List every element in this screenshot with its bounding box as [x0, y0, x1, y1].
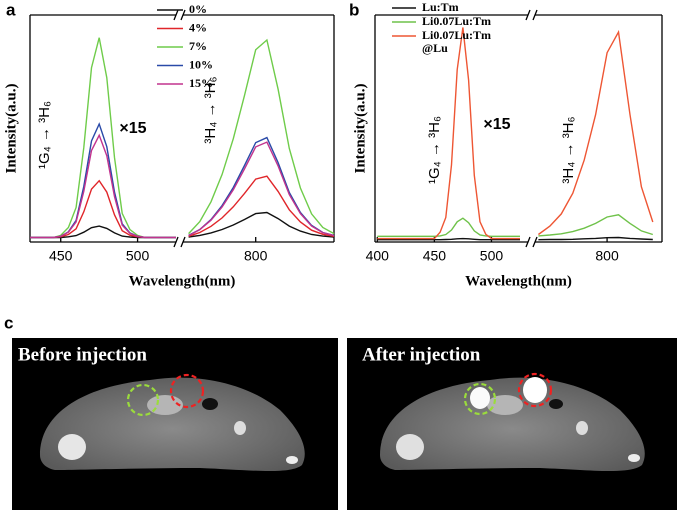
legend-label: Li0.07Lu:Tm — [422, 14, 491, 28]
x-tick-label: 450 — [49, 248, 73, 264]
series-line — [188, 175, 335, 237]
series-line — [537, 29, 654, 236]
series-line — [30, 133, 176, 239]
series-line — [188, 38, 335, 235]
legend-label: 7% — [189, 39, 207, 53]
x-axis-label: Wavelength(nm) — [129, 273, 236, 289]
image-title: Before injection — [18, 344, 147, 365]
legend-label: Li0.07Lu:Tm @Lu — [422, 28, 491, 55]
annotation: ¹G₄ → ³H₆ — [426, 116, 443, 184]
series-line — [377, 237, 520, 241]
axis-break — [532, 9, 538, 21]
panel-label: c — [4, 313, 13, 332]
series-line — [30, 179, 176, 239]
image-title: After injection — [362, 344, 481, 365]
ct-image — [12, 338, 338, 510]
panel-label: b — [349, 0, 359, 19]
axis-break — [180, 236, 186, 248]
legend-label: 10% — [189, 57, 213, 71]
legend-label: 4% — [189, 20, 207, 34]
annotation: ¹G₄ → ³H₆ — [36, 101, 53, 169]
series-line — [538, 214, 654, 237]
annotation: ×15 — [483, 116, 510, 133]
ct-image — [347, 338, 677, 510]
annotation: ×15 — [119, 120, 146, 137]
series-line — [538, 236, 653, 241]
x-tick-label: 450 — [423, 248, 447, 264]
annotation: ³H₄ → ³H₆ — [560, 116, 577, 183]
axis-break — [525, 9, 531, 21]
axis-break — [532, 236, 538, 248]
axis-break — [173, 9, 179, 21]
x-tick-label: 800 — [595, 248, 619, 264]
x-tick-label: 500 — [126, 248, 150, 264]
series-line — [30, 225, 176, 239]
legend-label: Lu:Tm — [422, 0, 459, 14]
series-line — [188, 211, 335, 238]
legend-label: 0% — [189, 2, 207, 16]
y-axis-label: Intensity(a.u.) — [3, 83, 19, 173]
axis-break — [173, 236, 179, 248]
x-axis-label: Wavelength(nm) — [465, 273, 572, 289]
series-line — [377, 27, 520, 240]
x-tick-label: 500 — [480, 248, 504, 264]
annotation: ³H₄ → ³H₆ — [202, 76, 219, 143]
series-line — [188, 141, 335, 237]
x-tick-label: 400 — [366, 248, 390, 264]
axis-break — [180, 9, 186, 21]
axis-break — [525, 236, 531, 248]
x-tick-label: 800 — [244, 248, 268, 264]
series-line — [377, 217, 520, 237]
panel-label: a — [6, 0, 16, 19]
legend-label: 15% — [189, 76, 213, 90]
y-axis-label: Intensity(a.u.) — [352, 83, 368, 173]
